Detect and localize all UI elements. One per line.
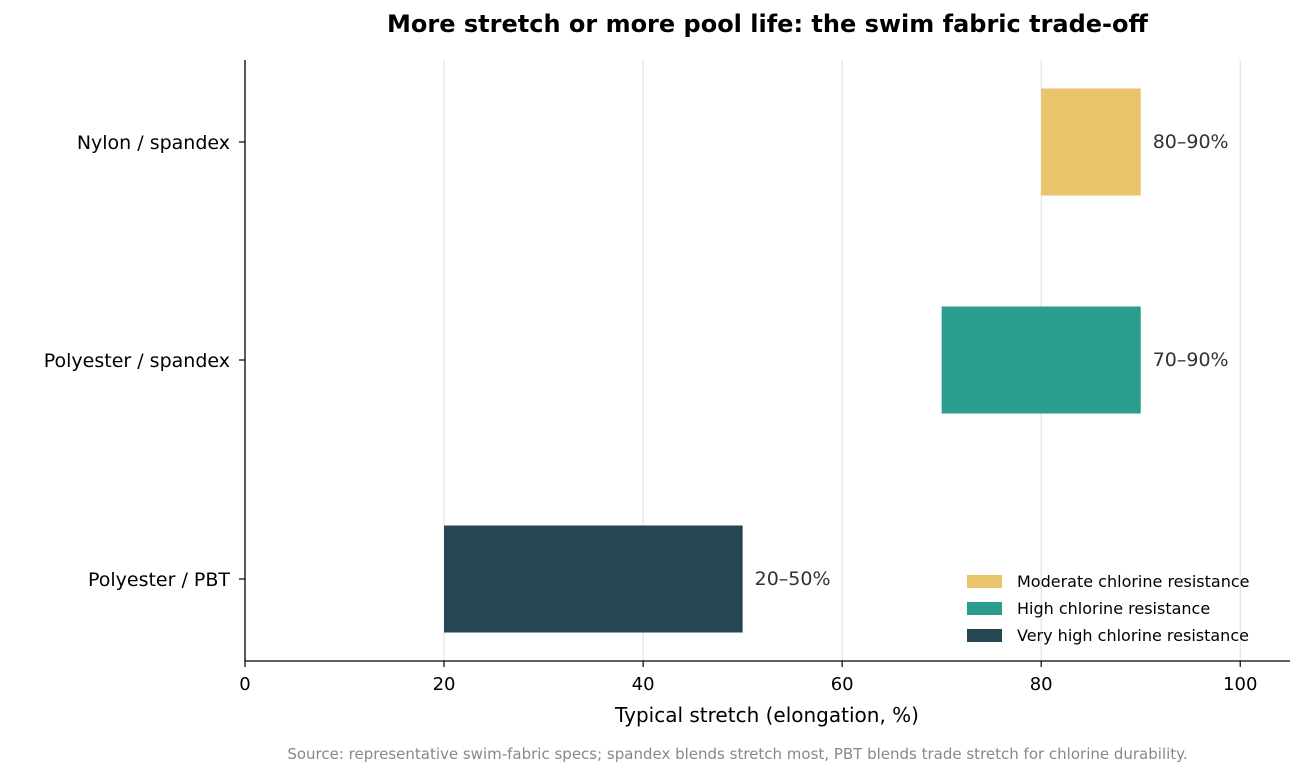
legend-swatch-1 (967, 575, 1002, 588)
x-tick-label-20: 20 (433, 674, 456, 695)
x-tick-label-80: 80 (1030, 674, 1053, 695)
legend-swatch-3 (967, 629, 1002, 642)
x-axis-label: Typical stretch (elongation, %) (614, 703, 919, 727)
legend-label-2: High chlorine resistance (1017, 599, 1210, 618)
source-footnote: Source: representative swim-fabric specs… (287, 745, 1188, 763)
legend-label-3: Very high chlorine resistance (1017, 626, 1249, 645)
bar-label-1: 80–90% (1153, 131, 1229, 153)
chart-title: More stretch or more pool life: the swim… (387, 10, 1148, 38)
legend-swatch-2 (967, 602, 1002, 615)
y-tick-label-2: Polyester / spandex (44, 350, 230, 372)
x-tick-label-100: 100 (1223, 674, 1257, 695)
y-tick-label-3: Polyester / PBT (88, 569, 230, 591)
bar-3 (444, 525, 743, 633)
bar-1 (1041, 88, 1141, 196)
y-ticks: Nylon / spandex Polyester / spandex Polyes… (44, 132, 245, 591)
x-tick-label-60: 60 (831, 674, 854, 695)
bar-label-2: 70–90% (1153, 349, 1229, 371)
bars (444, 88, 1141, 633)
bar-label-3: 20–50% (755, 568, 831, 590)
bar-2 (941, 306, 1141, 414)
x-tick-label-40: 40 (632, 674, 655, 695)
legend-label-1: Moderate chlorine resistance (1017, 572, 1250, 591)
x-tick-label-0: 0 (239, 674, 250, 695)
y-tick-label-1: Nylon / spandex (77, 132, 230, 154)
bar-labels: 80–90% 70–90% 20–50% (755, 131, 1229, 590)
x-ticks: 0 20 40 60 80 100 (239, 661, 1257, 695)
legend: Moderate chlorine resistance High chlorin… (967, 572, 1250, 645)
